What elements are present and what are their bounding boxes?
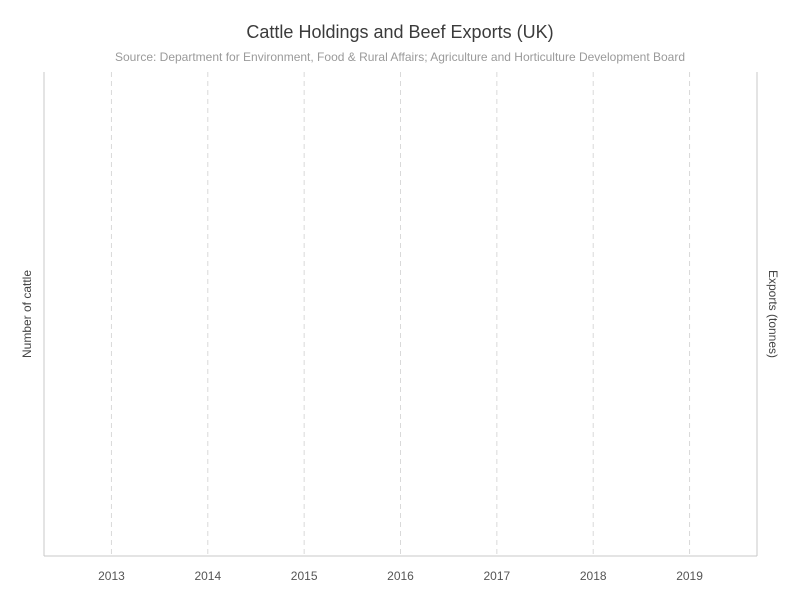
x-tick-label: 2017 [483,569,510,583]
x-tick-label: 2016 [387,569,414,583]
left-y-axis-title: Number of cattle [20,270,34,358]
x-tick-label: 2014 [194,569,221,583]
x-tick-label: 2015 [291,569,318,583]
chart-title: Cattle Holdings and Beef Exports (UK) [246,22,553,42]
x-tick-label: 2018 [580,569,607,583]
x-tick-label: 2019 [676,569,703,583]
x-axis-ticks: 2013 2014 2015 2016 2017 2018 2019 [98,569,703,583]
right-y-axis-title: Exports (tonnes) [766,270,780,358]
grid-layer [110,72,691,556]
x-tick-label: 2013 [98,569,125,583]
chart-subtitle: Source: Department for Environment, Food… [115,50,685,64]
